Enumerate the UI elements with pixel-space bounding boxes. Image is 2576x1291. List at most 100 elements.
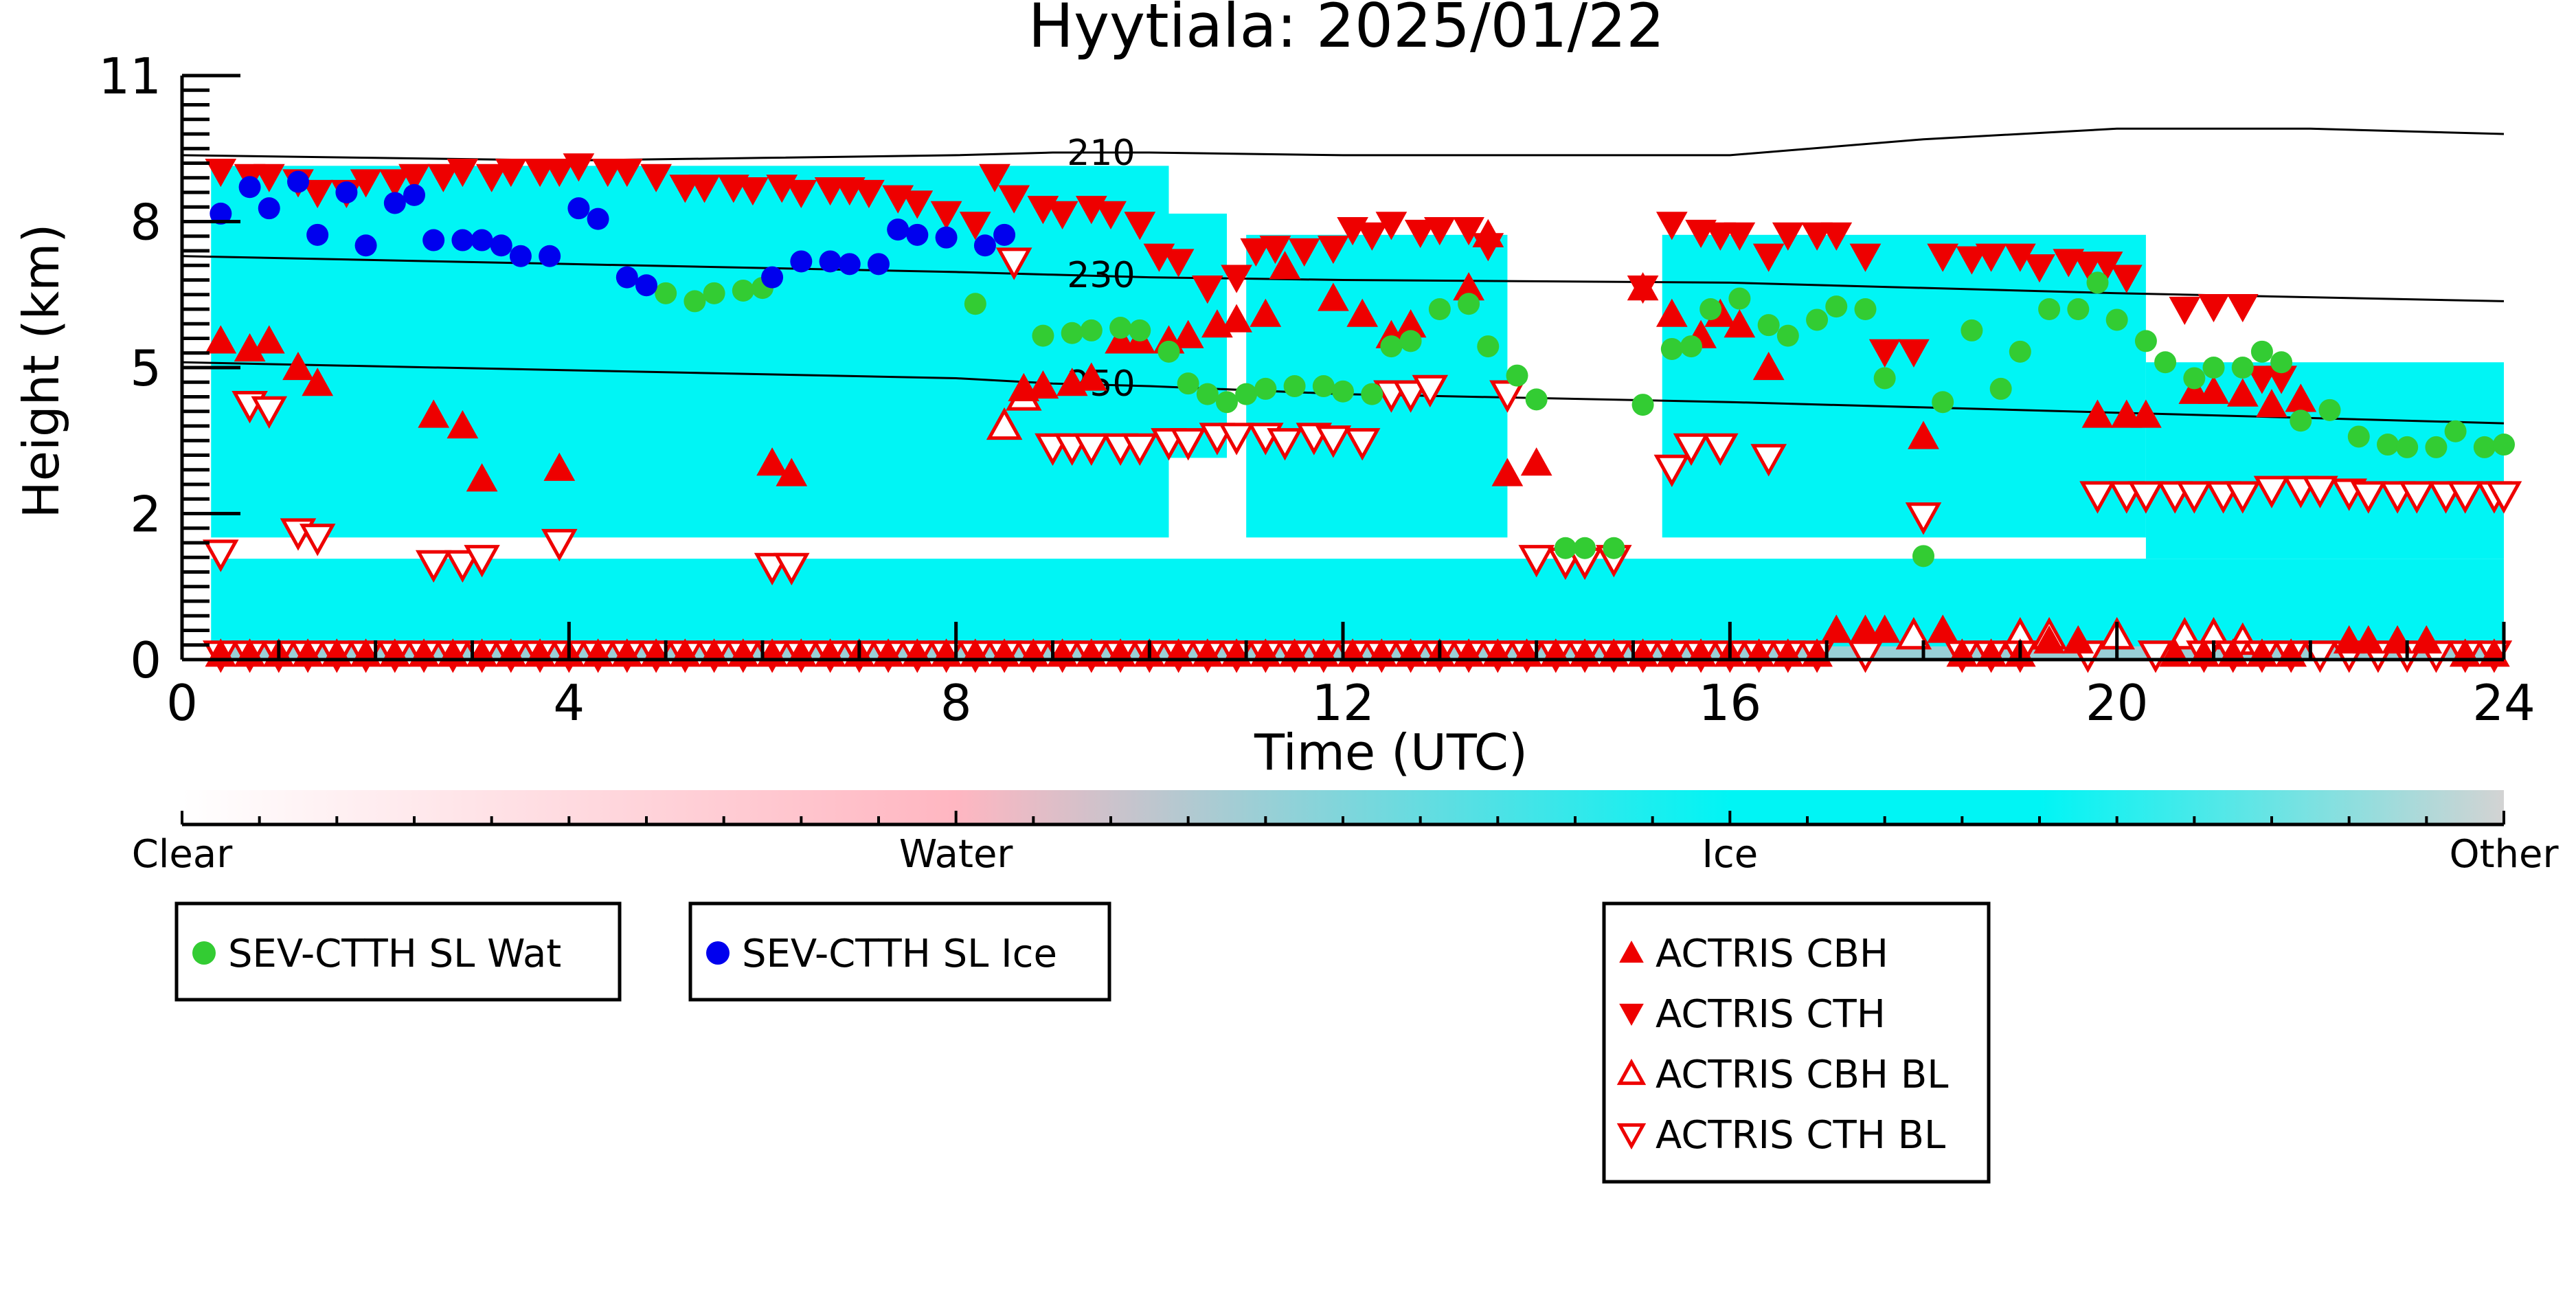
point-marker <box>1288 238 1320 267</box>
point-marker <box>838 253 861 276</box>
point-marker <box>1801 222 1833 251</box>
point-marker <box>1873 367 1896 390</box>
point-marker <box>1908 420 1939 449</box>
point-marker <box>2444 420 2467 442</box>
x-axis-label: Time (UTC) <box>1254 723 1528 781</box>
point-marker <box>901 190 934 219</box>
point-marker <box>785 179 817 209</box>
x-tick-label: 12 <box>1311 674 1375 732</box>
point-marker <box>819 250 841 273</box>
legend-label: ACTRIS CTH BL <box>1656 1113 1945 1158</box>
point-marker <box>238 176 261 199</box>
point-marker <box>1177 372 1199 395</box>
point-marker <box>1961 319 1983 341</box>
point-marker <box>2110 265 2143 293</box>
point-marker <box>1105 325 1136 354</box>
point-marker <box>1318 282 1349 311</box>
legend-frame <box>688 901 1111 1002</box>
point-marker <box>1157 340 1180 363</box>
point-marker <box>1820 222 1853 251</box>
legend-marker <box>192 941 216 965</box>
point-marker <box>1477 335 1500 358</box>
point-marker <box>1283 375 1306 398</box>
y-tick-label: 2 <box>130 486 161 543</box>
x-tick-label: 4 <box>553 674 585 732</box>
point-marker <box>998 185 1030 214</box>
point-marker <box>1849 243 1882 272</box>
legend-label: ACTRIS CTH <box>1656 992 1886 1037</box>
point-marker <box>683 290 706 313</box>
y-tick-label: 8 <box>130 194 161 251</box>
y-tick-label: 5 <box>130 339 161 397</box>
point-marker <box>398 164 430 192</box>
point-marker <box>1412 374 1449 408</box>
legend-box: ACTRIS CBH ACTRIS CTH ACTRIS CBH BL ACTRIS … <box>1602 901 1991 1184</box>
point-marker <box>1854 298 1877 320</box>
point-marker <box>335 181 358 203</box>
point-marker <box>2318 398 2341 421</box>
point-marker <box>1361 383 1383 405</box>
point-marker <box>2137 640 2174 673</box>
point-marker <box>1489 380 1526 413</box>
y-tick-label: 11 <box>98 47 161 105</box>
point-marker <box>814 177 846 206</box>
contour-label: 230 <box>1067 255 1135 296</box>
point-marker <box>302 179 334 209</box>
point-marker <box>251 396 288 429</box>
point-marker <box>973 234 996 257</box>
legend-box: SEV-CTTH SL Wat <box>174 901 622 1002</box>
point-marker <box>1404 219 1436 249</box>
point-marker <box>756 447 788 476</box>
point-marker <box>1392 380 1429 413</box>
point-marker <box>1603 537 1625 559</box>
point-marker <box>1554 537 1577 559</box>
point-marker <box>306 223 329 246</box>
ice-region <box>211 166 1169 538</box>
point-marker <box>2250 340 2273 363</box>
point-marker <box>1820 614 1853 643</box>
point-marker <box>1506 364 1528 387</box>
point-marker <box>1520 447 1552 476</box>
point-marker <box>475 164 508 192</box>
point-marker <box>1122 433 1158 467</box>
point-marker <box>2130 399 2162 428</box>
point-marker <box>1259 236 1291 265</box>
x-tick-label: 20 <box>2086 674 2149 732</box>
point-marker <box>732 279 754 302</box>
point-marker <box>587 207 609 230</box>
point-marker <box>253 164 285 192</box>
point-marker <box>1196 383 1219 405</box>
point-marker <box>2256 389 2287 418</box>
point-marker <box>737 177 769 206</box>
point-marker <box>1172 319 1204 348</box>
point-marker <box>773 552 810 585</box>
point-marker <box>1458 293 1480 315</box>
point-marker <box>1250 298 1282 327</box>
point-marker <box>543 159 576 188</box>
point-marker <box>563 153 595 182</box>
x-tick-label: 24 <box>2472 674 2535 732</box>
point-marker <box>205 325 237 354</box>
point-marker <box>1752 243 1785 272</box>
point-marker <box>1631 394 1654 416</box>
point-marker <box>1162 249 1195 278</box>
point-marker <box>253 325 285 354</box>
point-marker <box>383 192 406 214</box>
point-marker <box>761 266 784 289</box>
point-marker <box>1806 308 1829 331</box>
point-marker <box>591 159 624 188</box>
point-marker <box>1472 218 1504 247</box>
point-marker <box>2377 434 2399 456</box>
legend-marker <box>706 941 730 965</box>
point-marker <box>1868 614 1901 643</box>
point-marker <box>444 550 481 583</box>
point-marker <box>422 229 445 251</box>
point-marker <box>287 170 309 193</box>
point-marker <box>1898 339 1930 368</box>
point-marker <box>2062 625 2094 654</box>
legend-label: ACTRIS CBH <box>1656 932 1888 976</box>
x-tick-label: 16 <box>1699 674 1762 732</box>
point-marker <box>1254 377 1277 400</box>
point-marker <box>2202 357 2225 379</box>
point-marker <box>2410 625 2443 654</box>
